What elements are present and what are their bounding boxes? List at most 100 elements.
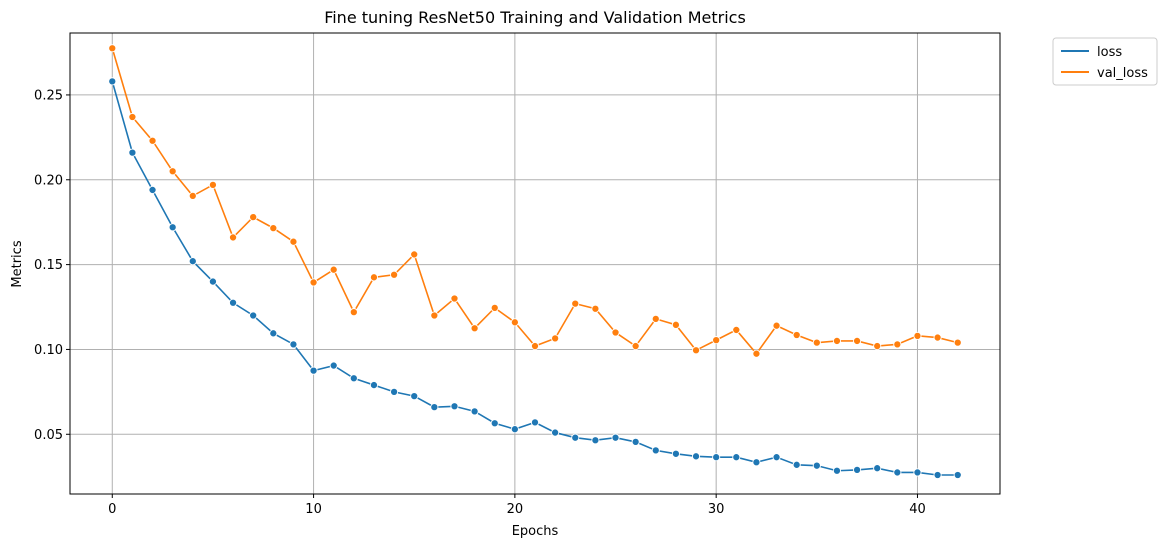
x-tick-label: 10 xyxy=(305,502,322,517)
chart-title: Fine tuning ResNet50 Training and Valida… xyxy=(324,8,746,27)
data-point-loss xyxy=(913,468,922,477)
data-point-loss xyxy=(269,329,278,338)
y-axis-title: Metrics xyxy=(10,240,25,287)
data-point-val-loss xyxy=(410,250,419,259)
data-point-val-loss xyxy=(430,311,439,320)
data-point-loss xyxy=(249,311,258,320)
y-tick-label: 0.20 xyxy=(34,173,63,188)
data-point-val-loss xyxy=(913,331,922,340)
data-point-val-loss xyxy=(832,336,841,346)
data-point-val-loss xyxy=(309,278,318,287)
y-axis-ticks: 0.05 0.10 0.15 0.20 0.25 xyxy=(34,88,70,443)
data-point-val-loss xyxy=(812,338,821,347)
x-tick-label: 0 xyxy=(108,502,116,517)
data-point-loss xyxy=(470,407,479,416)
data-point-val-loss xyxy=(249,213,258,222)
series-loss xyxy=(108,77,962,480)
data-point-loss xyxy=(148,185,157,194)
data-point-loss xyxy=(208,277,217,286)
data-point-val-loss xyxy=(792,330,801,340)
data-point-val-loss xyxy=(108,44,117,53)
data-point-val-loss xyxy=(390,270,399,279)
data-point-val-loss xyxy=(772,321,781,330)
data-point-val-loss xyxy=(349,308,358,317)
data-point-val-loss xyxy=(450,294,459,303)
data-point-val-loss xyxy=(208,180,217,189)
data-point-loss xyxy=(591,436,600,445)
data-point-loss xyxy=(792,460,801,469)
series-line-val-loss xyxy=(111,48,958,355)
data-point-val-loss xyxy=(712,336,721,345)
data-point-loss xyxy=(530,418,540,427)
data-point-loss xyxy=(410,392,419,401)
legend-label-val-loss: val_loss xyxy=(1097,66,1148,81)
data-point-loss xyxy=(893,468,902,477)
data-point-val-loss xyxy=(691,346,701,355)
data-point-loss xyxy=(953,470,962,480)
data-point-loss xyxy=(933,470,942,480)
data-point-loss xyxy=(691,452,701,461)
x-axis-title: Epochs xyxy=(512,524,559,539)
data-point-loss xyxy=(349,374,358,383)
data-point-loss xyxy=(571,433,580,442)
data-point-loss xyxy=(732,453,741,462)
y-tick-label: 0.25 xyxy=(34,88,63,103)
data-point-loss xyxy=(289,340,298,349)
data-point-val-loss xyxy=(631,341,640,351)
y-tick-label: 0.05 xyxy=(34,428,63,443)
data-point-val-loss xyxy=(671,320,680,329)
data-point-val-loss xyxy=(551,334,560,343)
data-point-val-loss xyxy=(128,112,137,122)
series-val-loss xyxy=(108,44,962,358)
data-point-loss xyxy=(551,428,560,437)
data-point-loss xyxy=(430,403,439,412)
data-point-loss xyxy=(611,433,620,442)
data-point-val-loss xyxy=(188,191,197,200)
y-tick-label: 0.10 xyxy=(34,343,63,358)
data-point-loss xyxy=(752,458,761,467)
data-point-loss xyxy=(229,298,238,307)
data-point-loss xyxy=(671,449,680,458)
data-point-val-loss xyxy=(148,136,157,145)
data-point-val-loss xyxy=(530,341,540,351)
data-point-val-loss xyxy=(510,318,519,327)
data-point-loss xyxy=(853,465,862,474)
x-tick-label: 40 xyxy=(909,502,926,517)
data-point-val-loss xyxy=(873,341,882,351)
legend: loss val_loss xyxy=(1052,37,1158,86)
data-point-loss xyxy=(168,223,177,232)
data-point-loss xyxy=(450,402,459,411)
data-point-val-loss xyxy=(329,265,338,274)
series-group xyxy=(108,44,962,480)
data-point-val-loss xyxy=(651,314,660,323)
data-point-loss xyxy=(490,419,499,428)
series-line-loss xyxy=(111,81,958,476)
data-point-loss xyxy=(128,148,137,157)
x-tick-label: 30 xyxy=(708,502,725,517)
x-tick-label: 20 xyxy=(507,502,524,517)
data-point-val-loss xyxy=(732,325,741,334)
legend-label-loss: loss xyxy=(1097,45,1122,60)
data-point-val-loss xyxy=(470,324,479,333)
data-point-val-loss xyxy=(289,237,298,246)
data-point-val-loss xyxy=(369,273,379,282)
data-point-loss xyxy=(873,464,882,473)
data-point-loss xyxy=(309,366,318,375)
data-point-loss xyxy=(812,461,821,470)
data-point-val-loss xyxy=(269,224,278,233)
x-axis-ticks: 0 10 20 30 40 xyxy=(108,494,926,517)
data-point-loss xyxy=(390,387,399,396)
data-point-loss xyxy=(188,257,197,266)
data-point-val-loss xyxy=(752,349,761,358)
y-tick-label: 0.15 xyxy=(34,258,63,273)
data-point-loss xyxy=(631,437,640,446)
data-point-loss xyxy=(832,466,841,475)
data-point-loss xyxy=(772,453,781,462)
data-point-val-loss xyxy=(490,303,499,312)
data-point-val-loss xyxy=(168,167,177,176)
data-point-loss xyxy=(369,381,379,390)
data-point-loss xyxy=(108,77,117,86)
data-point-val-loss xyxy=(953,338,962,347)
